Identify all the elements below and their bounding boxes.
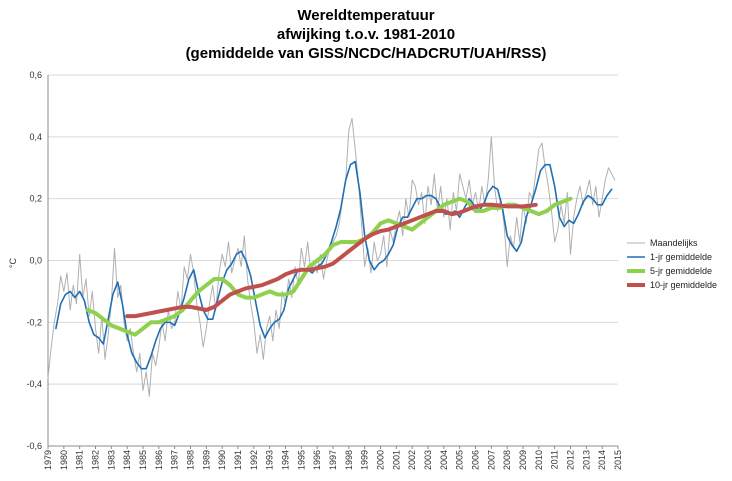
x-tick-label: 1996 bbox=[312, 450, 322, 470]
series-line-4 bbox=[125, 202, 538, 319]
chart-title-line-3: (gemiddelde van GISS/NCDC/HADCRUT/UAH/RS… bbox=[186, 45, 547, 62]
axes bbox=[47, 75, 619, 449]
x-tick-label: 1991 bbox=[233, 450, 243, 470]
x-tick-label: 2000 bbox=[376, 450, 386, 470]
chart-title: Wereldtemperatuur afwijking t.o.v. 1981-… bbox=[186, 7, 547, 62]
x-tick-label: 1986 bbox=[154, 450, 164, 470]
chart-title-line-2: afwijking t.o.v. 1981-2010 bbox=[277, 26, 455, 43]
x-tick-label: 1988 bbox=[186, 450, 196, 470]
x-tick-label: 2001 bbox=[391, 450, 401, 470]
x-tick-label: 1998 bbox=[344, 450, 354, 470]
x-tick-label: 2012 bbox=[566, 450, 576, 470]
x-tick-label: 1982 bbox=[91, 450, 101, 470]
x-tick-label: 1999 bbox=[360, 450, 370, 470]
x-tick-label: 1993 bbox=[265, 450, 275, 470]
x-tick-label: 1981 bbox=[75, 450, 85, 470]
legend-label: 10-jr gemiddelde bbox=[650, 280, 717, 290]
x-tick-label: 1995 bbox=[296, 450, 306, 470]
y-tick-label: -0,4 bbox=[26, 379, 42, 389]
y-tick-label: -0,2 bbox=[26, 317, 42, 327]
x-tick-label: 2008 bbox=[502, 450, 512, 470]
y-tick-label: 0,2 bbox=[29, 194, 42, 204]
legend-label: Maandelijks bbox=[650, 238, 698, 248]
x-tick-label: 2007 bbox=[486, 450, 496, 470]
x-tick-label: 2015 bbox=[613, 450, 623, 470]
series-line-2 bbox=[55, 160, 613, 370]
x-tick-label: 2013 bbox=[581, 450, 591, 470]
y-tick-label: 0,6 bbox=[29, 70, 42, 80]
y-tick-label: 0,0 bbox=[29, 256, 42, 266]
legend: Maandelijks 1-jr gemiddelde 5-jr gemiddeld… bbox=[627, 238, 717, 290]
x-tick-label: 2002 bbox=[407, 450, 417, 470]
legend-label: 1-jr gemiddelde bbox=[650, 252, 712, 262]
x-tick-label: 1980 bbox=[59, 450, 69, 470]
y-axis-label: °C bbox=[8, 257, 18, 268]
x-tick-label: 1985 bbox=[138, 450, 148, 470]
series-line-3 bbox=[85, 196, 573, 337]
x-tick-label: 1987 bbox=[170, 450, 180, 470]
legend-label: 5-jr gemiddelde bbox=[650, 266, 712, 276]
y-tick-label: 0,4 bbox=[29, 132, 42, 142]
y-tick-label: -0,6 bbox=[26, 441, 42, 451]
x-tick-label: 1984 bbox=[122, 450, 132, 470]
x-tick-label: 2004 bbox=[439, 450, 449, 470]
x-tick-label: 2011 bbox=[550, 450, 560, 469]
x-tick-label: 1983 bbox=[106, 450, 116, 470]
plot-area bbox=[47, 117, 616, 397]
x-tick-label: 1989 bbox=[201, 450, 211, 470]
y-tick-labels: -0,6 -0,4 -0,2 0,0 0,2 0,4 0,6 bbox=[26, 70, 42, 451]
gridlines bbox=[48, 74, 618, 447]
x-tick-label: 2003 bbox=[423, 450, 433, 470]
x-tick-label: 2014 bbox=[597, 450, 607, 470]
x-tick-label: 1979 bbox=[43, 450, 53, 470]
x-tick-labels: 1979 1980 1981 1982 1983 1984 1985 1986 1987 1988… bbox=[43, 450, 623, 470]
x-tick-label: 2006 bbox=[471, 450, 481, 470]
x-tick-label: 1992 bbox=[249, 450, 259, 470]
chart-title-line-1: Wereldtemperatuur bbox=[297, 7, 434, 24]
x-tick-label: 1997 bbox=[328, 450, 338, 470]
x-tick-label: 2005 bbox=[455, 450, 465, 470]
x-tick-label: 2009 bbox=[518, 450, 528, 470]
x-tick-label: 2010 bbox=[534, 450, 544, 470]
x-tick-label: 1994 bbox=[281, 450, 291, 470]
x-tick-label: 1990 bbox=[217, 450, 227, 470]
